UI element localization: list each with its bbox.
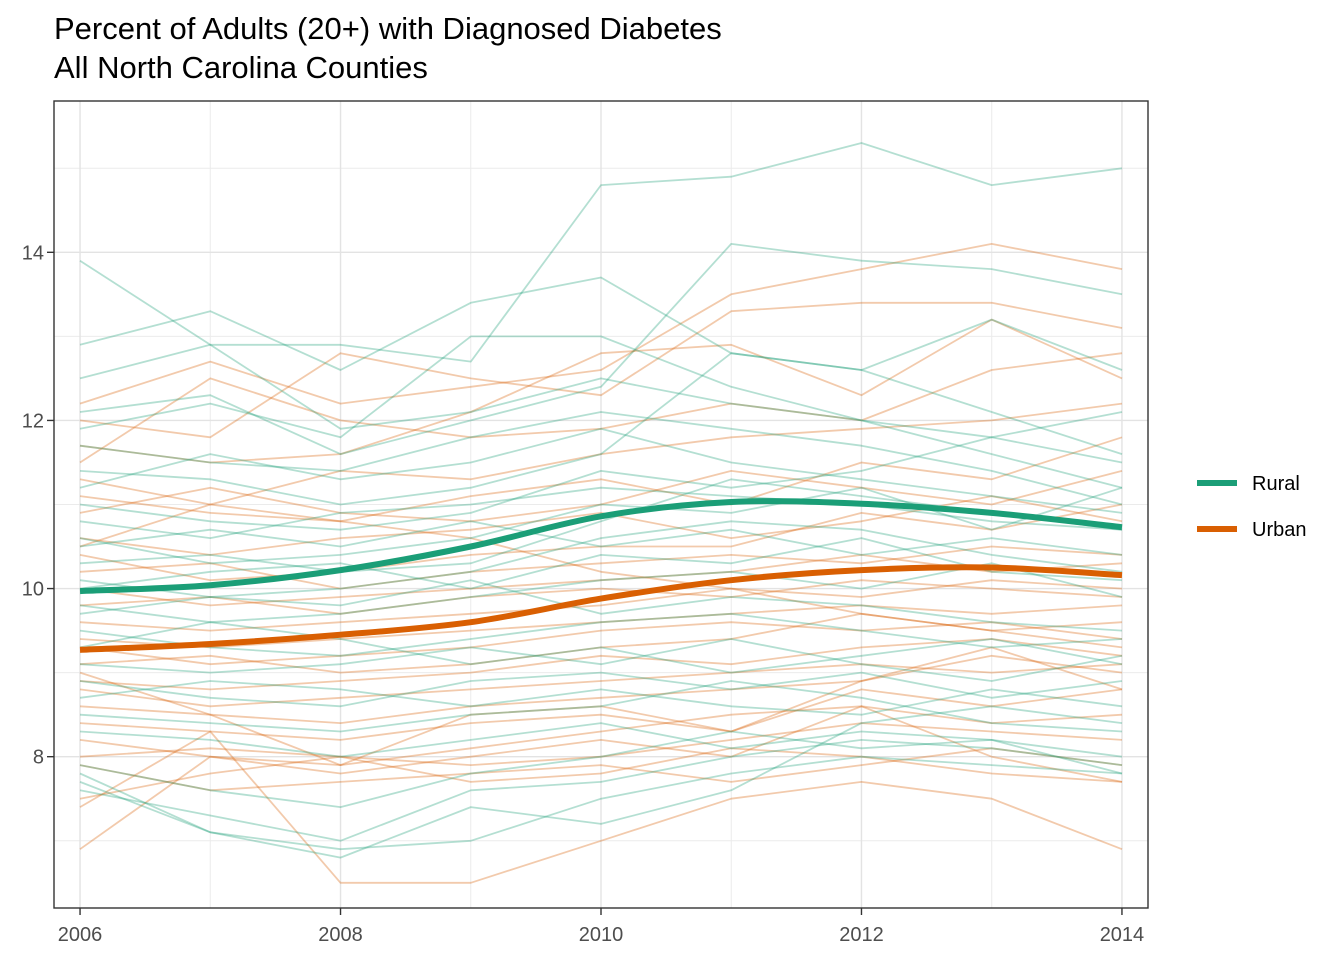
county-line-urban <box>79 503 1123 649</box>
county-line-rural <box>79 739 1123 842</box>
county-line-rural <box>79 755 1123 851</box>
x-tick-label: 2012 <box>839 924 884 946</box>
county-line-urban <box>79 301 1123 439</box>
grid-major <box>54 101 1148 908</box>
county-line-urban <box>79 579 1123 632</box>
county-line-rural <box>79 520 1123 598</box>
county-line-rural <box>79 680 1123 733</box>
county-line-urban <box>79 654 1123 724</box>
y-axis: 8 10 12 14 <box>22 242 54 769</box>
county-line-rural <box>79 612 1123 657</box>
county-line-rural <box>79 722 1123 758</box>
x-tick-label: 2006 <box>58 924 103 946</box>
legend-label-rural: Rural <box>1252 473 1300 495</box>
county-line-rural <box>79 520 1123 556</box>
county-line-urban <box>79 318 1123 464</box>
county-line-rural <box>79 486 1123 539</box>
county-line-urban <box>79 638 1123 691</box>
county-line-rural <box>79 142 1123 380</box>
county-line-rural <box>79 276 1123 371</box>
county-line-urban <box>79 705 1123 850</box>
county-line-urban <box>79 646 1123 766</box>
county-line-urban <box>79 604 1123 649</box>
county-line-urban <box>79 612 1123 674</box>
county-line-urban <box>79 469 1123 523</box>
county-line-urban <box>79 730 1123 884</box>
x-axis: 2006 2008 2010 2012 2014 <box>58 908 1144 946</box>
y-tick-label: 8 <box>33 747 44 769</box>
legend-label-urban: Urban <box>1252 519 1306 541</box>
county-line-urban <box>79 436 1123 523</box>
county-line-urban <box>79 621 1123 666</box>
county-line-urban <box>79 495 1123 556</box>
county-line-urban <box>79 688 1123 741</box>
county-line-rural <box>79 411 1123 506</box>
county-line-rural <box>79 638 1123 682</box>
county-line-urban <box>79 747 1123 792</box>
county-line-rural <box>79 730 1123 808</box>
county-line-rural <box>79 671 1123 708</box>
y-tick-label: 10 <box>22 579 44 601</box>
county-line-urban <box>79 663 1123 708</box>
county-line-urban <box>79 503 1123 582</box>
county-line-rural <box>79 486 1123 565</box>
county-lines <box>79 142 1123 884</box>
county-line-rural <box>79 411 1123 531</box>
county-line-urban <box>79 402 1123 506</box>
county-line-rural <box>79 562 1123 624</box>
legend: Rural Urban <box>1197 473 1306 541</box>
county-line-urban <box>79 722 1123 766</box>
county-line-rural <box>79 705 1123 859</box>
county-line-urban <box>79 242 1123 405</box>
trend-line-rural <box>79 498 1123 595</box>
y-tick-label: 14 <box>22 242 44 264</box>
county-line-urban <box>79 579 1123 615</box>
county-line-urban <box>79 705 1123 766</box>
county-line-rural <box>79 537 1123 590</box>
county-line-rural <box>79 680 1123 716</box>
county-line-rural <box>79 621 1123 674</box>
county-line-urban <box>79 545 1123 590</box>
x-tick-label: 2014 <box>1100 924 1145 946</box>
county-line-rural <box>79 427 1123 514</box>
county-line-rural <box>79 352 1123 506</box>
trend-lines <box>79 498 1123 653</box>
county-line-urban <box>79 352 1123 464</box>
county-line-rural <box>79 335 1123 489</box>
x-tick-label: 2010 <box>579 924 624 946</box>
trend-line-urban <box>79 564 1123 653</box>
county-line-rural <box>79 242 1123 456</box>
x-tick-label: 2008 <box>318 924 363 946</box>
chart-subtitle: All North Carolina Counties <box>54 50 428 85</box>
chart-title: Percent of Adults (20+) with Diagnosed D… <box>54 11 722 46</box>
county-line-rural <box>79 579 1123 632</box>
county-line-urban <box>79 747 1123 800</box>
y-tick-label: 12 <box>22 410 44 432</box>
county-line-rural <box>79 259 1123 464</box>
